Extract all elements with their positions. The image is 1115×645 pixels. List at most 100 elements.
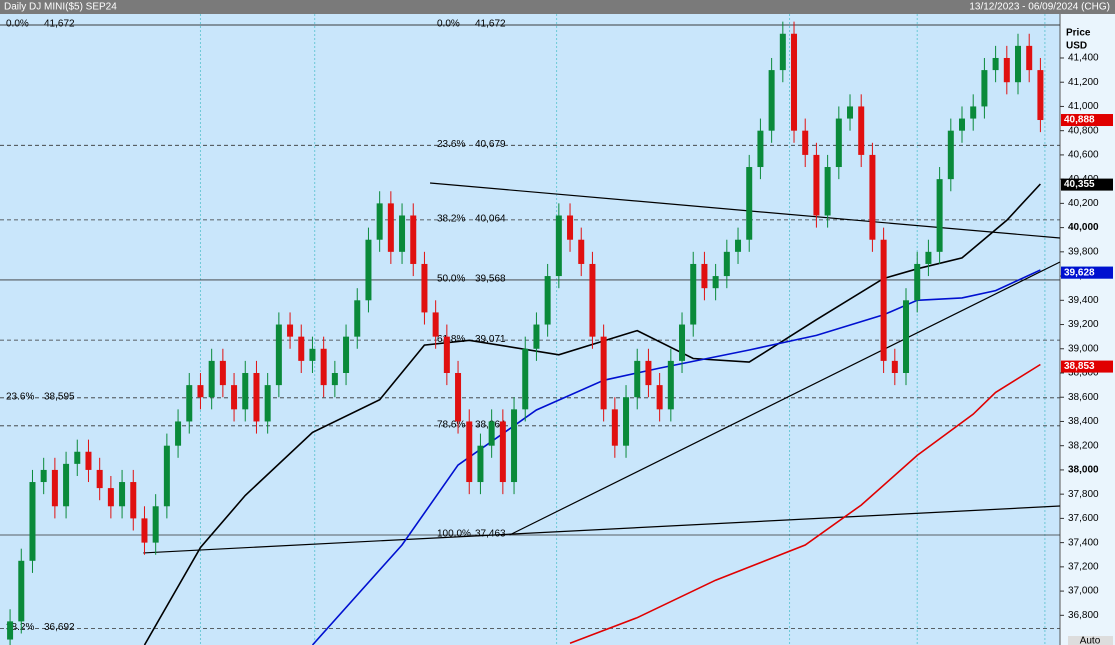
y-tick-label: 38,400 (1068, 416, 1099, 427)
candle-body (432, 312, 439, 337)
candle-body (455, 372, 462, 422)
candle-body (981, 70, 988, 107)
y-tick-label: 38,800 (1068, 368, 1099, 379)
plot: 36,800 37,000 37,200 37,400 37,600 37,800 38,0… (0, 14, 1099, 645)
price-tag-label: 38,853 (1064, 361, 1095, 372)
candle-body (757, 130, 764, 168)
candle-body (813, 154, 820, 216)
candle-body (656, 385, 663, 410)
candle-body (914, 263, 921, 301)
candle-body (421, 263, 428, 313)
date-range: 13/12/2023 - 06/09/2024 (CHG) (969, 2, 1110, 13)
candle-body (275, 324, 282, 386)
candle-body (623, 397, 630, 446)
y-tick-label: 40,600 (1068, 150, 1099, 161)
y-tick-label: 41,200 (1068, 77, 1099, 88)
moving-average (569, 363, 1041, 644)
candle-body (600, 336, 607, 410)
candle-body (343, 336, 350, 373)
auto-label[interactable]: Auto (1080, 636, 1101, 645)
candle-body (690, 263, 697, 325)
auto-button[interactable] (1068, 636, 1113, 645)
candle-body (152, 506, 159, 543)
candle-body (578, 239, 585, 264)
y-tick-label: 39,400 (1068, 295, 1099, 306)
candle-body (824, 167, 831, 216)
y-tick-label: 41,400 (1068, 53, 1099, 64)
fib-label: 100.0% (437, 529, 471, 540)
trend-line (429, 182, 1061, 239)
fib-label: 23.6% (437, 139, 465, 150)
candle-body (589, 263, 596, 337)
candle-body (141, 518, 148, 543)
candle-body (18, 560, 25, 622)
candle-body (331, 372, 338, 386)
y-tick-label: 39,000 (1068, 343, 1099, 354)
candle-body (488, 421, 495, 446)
candle-body (880, 239, 887, 361)
candle-body (477, 445, 484, 483)
y-tick-label: 37,400 (1068, 537, 1099, 548)
candle-body (779, 33, 786, 71)
candle-body (947, 130, 954, 180)
candle-body (1015, 45, 1022, 83)
candle-body (645, 360, 652, 386)
candle-body (869, 154, 876, 240)
candle-body (511, 409, 518, 483)
candle-body (40, 469, 47, 483)
candle-body (186, 385, 193, 422)
candle-body (443, 336, 450, 373)
candle-body (175, 421, 182, 446)
y-tick-label: 40,800 (1068, 125, 1099, 136)
candle-body (925, 251, 932, 264)
fib-label: 23.6% (6, 391, 34, 402)
candle-body (567, 215, 574, 240)
candle-body (74, 451, 81, 464)
candle-body (533, 324, 540, 349)
header-bar (0, 0, 1115, 14)
price-tag (1061, 114, 1113, 127)
price-tag-label: 39,628 (1064, 267, 1095, 278)
chart-title: Daily DJ MINI($5) SEP24 (4, 2, 117, 13)
fib-value: 37,463 (475, 529, 506, 540)
fib-label: 38.2% (6, 622, 34, 633)
candle-body (768, 70, 775, 131)
candle-body (1037, 70, 1044, 121)
candle-body (522, 348, 529, 410)
candle-body (936, 179, 943, 252)
candle-body (466, 421, 473, 483)
fib-value: 41,672 (475, 19, 506, 30)
candle-body (1003, 57, 1010, 83)
fib-label: 61.8% (437, 334, 465, 345)
candle-body (701, 263, 708, 289)
fib-value: 38,595 (44, 391, 75, 402)
fib-label: 38.2% (437, 213, 465, 224)
candle-body (107, 488, 114, 507)
candle-body (119, 482, 126, 507)
candle-body (847, 106, 854, 119)
candle-body (544, 276, 551, 325)
candle-body (63, 463, 70, 507)
y-tick-label: 37,600 (1068, 513, 1099, 524)
candle-body (29, 482, 36, 561)
candle-body (791, 33, 798, 131)
candle-body (399, 215, 406, 252)
price-tag-label: 40,888 (1064, 115, 1095, 126)
y-tick-label: 40,200 (1068, 198, 1099, 209)
trend-line (509, 261, 1061, 536)
fib-value: 40,679 (475, 139, 506, 150)
axis-label: Price (1066, 28, 1091, 39)
candle-body (197, 385, 204, 398)
candle-body (611, 409, 618, 446)
candle-body (51, 469, 58, 507)
candle-body (667, 360, 674, 410)
moving-average (143, 183, 1041, 645)
candle-body (309, 348, 316, 361)
axis-unit: USD (1066, 41, 1087, 52)
candle-body (634, 360, 641, 398)
candle-body (264, 385, 271, 422)
fib-value: 39,071 (475, 334, 506, 345)
candle-body (723, 251, 730, 277)
fib-label: 0.0% (6, 19, 29, 30)
